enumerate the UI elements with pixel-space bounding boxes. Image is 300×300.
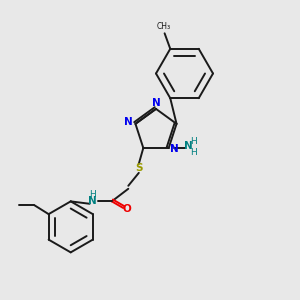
Text: N: N (88, 196, 97, 206)
Text: N: N (124, 117, 133, 127)
Text: N: N (184, 141, 193, 151)
Text: CH₃: CH₃ (157, 22, 171, 31)
Text: H: H (190, 148, 197, 157)
Text: S: S (135, 164, 142, 173)
Text: H: H (190, 137, 197, 146)
Text: N: N (170, 145, 179, 154)
Text: H: H (89, 190, 96, 199)
Text: N: N (152, 98, 160, 109)
Text: O: O (122, 204, 131, 214)
